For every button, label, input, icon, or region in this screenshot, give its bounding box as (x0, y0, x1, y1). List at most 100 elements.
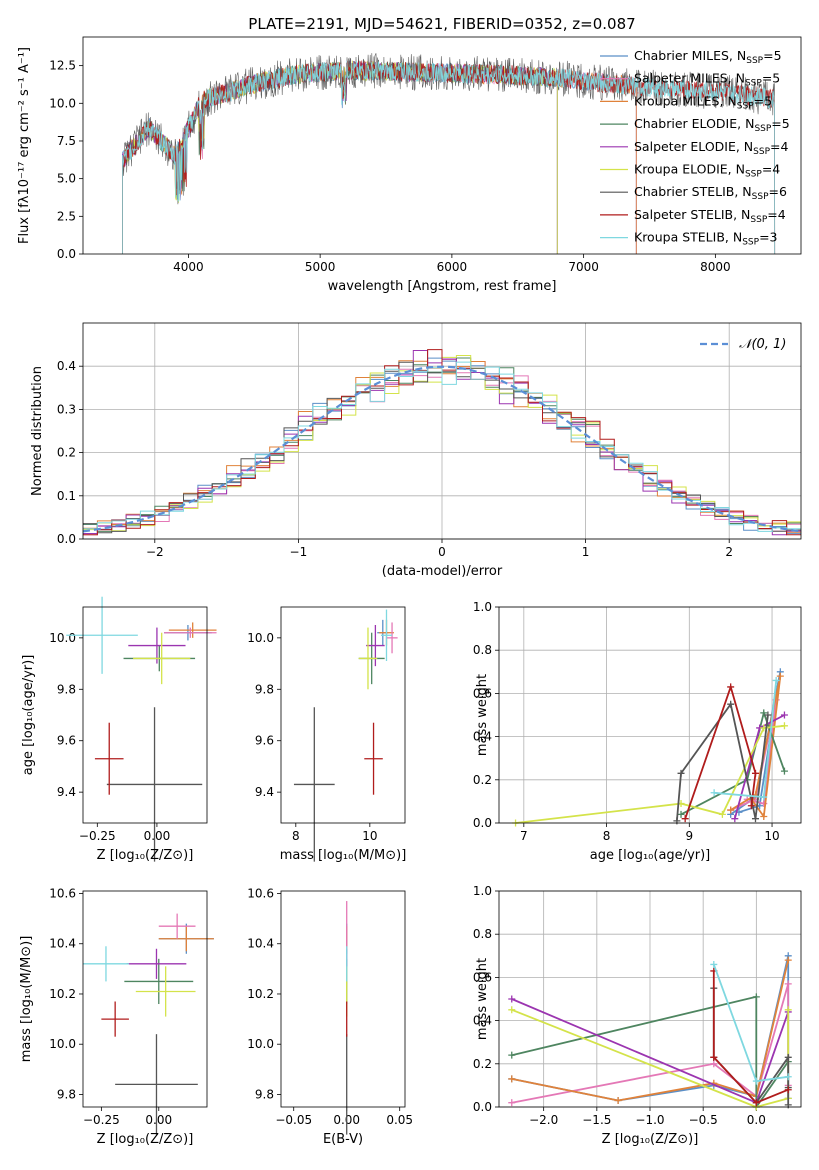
x-tick-label: 10 (764, 829, 779, 843)
weight-marker (780, 767, 788, 775)
weight-marker (508, 1099, 516, 1107)
y-tick-label: 0.0 (473, 816, 492, 830)
y-tick-label: 0.3 (57, 402, 76, 416)
weight-marker (752, 1099, 760, 1107)
figure-title: PLATE=2191, MJD=54621, FIBERID=0352, z=0… (248, 15, 635, 33)
legend-label: Chabrier MILES, NSSP=5 (634, 48, 782, 66)
y-tick-label: 9.6 (57, 734, 76, 748)
weight-marker (614, 1097, 622, 1105)
y-tick-label: 0.4 (473, 1014, 492, 1028)
legend-label: Salpeter ELODIE, NSSP=4 (634, 139, 789, 157)
y-tick-label: 0.4 (57, 359, 76, 373)
x-tick-label: 4000 (173, 260, 204, 274)
histogram-step (83, 361, 801, 532)
x-tick-label: 0.0 (747, 1113, 766, 1127)
weight-line (684, 683, 757, 819)
plot-frame (280, 606, 406, 824)
weight-age-panel: 7 8 9 10 0.0 0.2 0.4 0.6 0.8 1.0 age [log₁₀(age/yr… (473, 600, 802, 863)
y-tick-label: 0.0 (57, 247, 76, 261)
y-axis-label: Flux [fλ10⁻¹⁷ erg cm⁻² s⁻¹ A⁻¹] (17, 47, 32, 244)
plot-frame (498, 606, 802, 824)
y-tick-label: 0.6 (473, 970, 492, 984)
weight-marker (508, 1051, 516, 1059)
y-tick-label: 9.6 (255, 734, 274, 748)
y-axis-label: mass weight (475, 958, 490, 1040)
y-tick-label: 7.5 (57, 134, 76, 148)
weight-line (515, 724, 785, 824)
weight-marker (727, 700, 735, 708)
residual-panel: −2 −1 0 1 2 0.0 0.1 0.2 0.3 0.4 (data-model)/error… (30, 322, 802, 579)
panels: 4000 5000 6000 7000 80000.02.55.07.510.012.5… (17, 36, 802, 1147)
y-tick-label: 10.2 (247, 987, 274, 1001)
x-axis-label: (data-model)/error (382, 564, 503, 579)
y-tick-label: 0.2 (57, 446, 76, 460)
plot-frame (280, 890, 406, 1108)
legend-label: Chabrier ELODIE, NSSP=5 (634, 116, 790, 134)
weight-marker (710, 1053, 718, 1061)
weight-marker (760, 793, 768, 801)
legend-label: Salpeter STELIB, NSSP=4 (634, 207, 786, 225)
x-axis-label: mass [log₁₀(M/M⊙)] (280, 848, 407, 863)
x-axis-label: age [log₁₀(age/yr)] (590, 848, 711, 863)
y-tick-label: 12.5 (49, 59, 76, 73)
spectrum-line (122, 60, 558, 254)
x-tick-label: 2 (725, 545, 733, 559)
y-tick-label: 1.0 (473, 884, 492, 898)
weight-marker (731, 815, 739, 823)
plot-frame (82, 322, 802, 540)
y-tick-label: 9.8 (255, 682, 274, 696)
y-tick-label: 10.0 (49, 631, 76, 645)
x-tick-label: 8 (292, 829, 300, 843)
mass-ebv-panel: −0.05 0.00 0.059.810.010.210.410.6E(B-V) (247, 887, 413, 1147)
weight-z-panel: −2.0 −1.5 −1.0 −0.5 0.0 0.0 0.2 0.4 0.6 0.8 1.0 Z [… (473, 884, 802, 1147)
y-tick-label: 10.6 (49, 887, 76, 901)
x-tick-label: 0 (438, 545, 446, 559)
y-tick-label: 2.5 (57, 209, 76, 223)
y-tick-label: 0.1 (57, 489, 76, 503)
y-axis-label: mass [log₁₀(M/M⊙)] (19, 936, 34, 1063)
weight-marker (784, 1086, 792, 1094)
x-axis-label: Z [log₁₀(Z/Z⊙)] (602, 1132, 699, 1147)
y-tick-label: 10.4 (49, 937, 76, 951)
weight-marker (751, 815, 759, 823)
y-tick-label: 10.0 (49, 96, 76, 110)
x-tick-label: −0.25 (83, 1113, 120, 1127)
x-axis-label: Z [log₁₀(Z/Z⊙)] (97, 1132, 194, 1147)
weight-marker (710, 960, 718, 968)
legend-label: Kroupa STELIB, NSSP=3 (634, 230, 778, 248)
mass-z-panel: −0.25 0.00 9.8 10.0 10.2 10.4 10.6 Z [log₁₀(Z/Z… (19, 887, 214, 1147)
weight-marker (508, 1006, 516, 1014)
y-tick-label: 10.6 (247, 887, 274, 901)
y-tick-label: 9.4 (57, 785, 76, 799)
plot-frame (82, 890, 208, 1108)
normal-curve (82, 365, 802, 533)
weight-marker (747, 802, 755, 810)
y-tick-label: 0.0 (473, 1100, 492, 1114)
weight-marker (784, 1073, 792, 1081)
x-axis-label: wavelength [Angstrom, rest frame] (328, 279, 557, 294)
plot-frame (498, 890, 802, 1108)
x-tick-label: 0.00 (144, 829, 171, 843)
weight-marker (760, 709, 768, 717)
x-tick-label: 10 (362, 829, 377, 843)
weight-marker (784, 1006, 792, 1014)
spectrum-line (122, 60, 776, 255)
weight-marker (710, 789, 718, 797)
plot-frame (82, 606, 208, 824)
weight-marker (508, 995, 516, 1003)
y-tick-label: 0.6 (473, 686, 492, 700)
weight-marker (752, 993, 760, 1001)
x-tick-label: 1 (582, 545, 590, 559)
x-tick-label: 7000 (568, 260, 599, 274)
weight-marker (677, 769, 685, 777)
x-tick-label: −0.05 (275, 1113, 312, 1127)
x-tick-label: 8 (603, 829, 611, 843)
weight-marker (752, 1077, 760, 1085)
spectrum-line (122, 61, 637, 254)
y-axis-label: mass weight (475, 674, 490, 756)
weight-line (712, 970, 789, 1104)
x-tick-label: −1.0 (635, 1113, 664, 1127)
y-tick-label: 10.0 (247, 631, 274, 645)
age-z-panel: −0.25 0.00 9.4 9.6 9.8 10.0 Z [log₁₀(Z/Z⊙)] age… (21, 596, 217, 863)
spectrum-panel: 4000 5000 6000 7000 8000 0.0 2.5 5.0 7.5 10.0 12.5… (17, 36, 802, 294)
